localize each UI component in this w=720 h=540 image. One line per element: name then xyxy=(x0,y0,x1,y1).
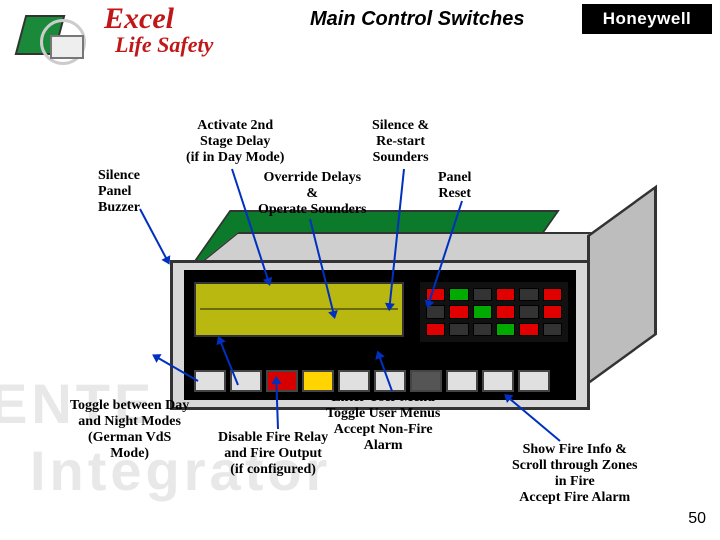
panel-key xyxy=(338,370,370,392)
callout-toggle-day-night: Toggle between Day and Night Modes (Germ… xyxy=(70,398,189,462)
callout-enter-user: Enter User Menu Toggle User Menus Accept… xyxy=(326,390,440,454)
panel-key xyxy=(194,370,226,392)
panel-key xyxy=(302,370,334,392)
header: Excel Life Safety Main Control Switches … xyxy=(0,0,720,60)
lcd-display xyxy=(194,282,404,337)
brand-line2: Life Safety xyxy=(115,32,213,58)
callout-show-fire: Show Fire Info & Scroll through Zones in… xyxy=(512,442,638,506)
callout-panel-reset: Panel Reset xyxy=(438,170,471,202)
led-cluster xyxy=(420,282,568,342)
arrow xyxy=(139,209,169,263)
chassis-side xyxy=(587,185,657,386)
panel-key xyxy=(410,370,442,392)
brand-logo xyxy=(10,5,100,65)
callout-activate-2nd: Activate 2nd Stage Delay (if in Day Mode… xyxy=(186,118,284,166)
callout-silence-buzzer: Silence Panel Buzzer xyxy=(98,168,140,216)
callout-override-delays: Override Delays & Operate Sounders xyxy=(258,170,367,218)
callout-disable-fire: Disable Fire Relay and Fire Output (if c… xyxy=(218,430,328,478)
page-number: 50 xyxy=(688,510,706,528)
vendor-badge: Honeywell xyxy=(582,4,712,34)
callout-silence-restart: Silence & Re-start Sounders xyxy=(372,118,429,166)
brand-line1: Excel xyxy=(104,2,174,36)
panel-key xyxy=(482,370,514,392)
panel-key xyxy=(446,370,478,392)
panel-key xyxy=(518,370,550,392)
page-title: Main Control Switches xyxy=(310,8,524,31)
